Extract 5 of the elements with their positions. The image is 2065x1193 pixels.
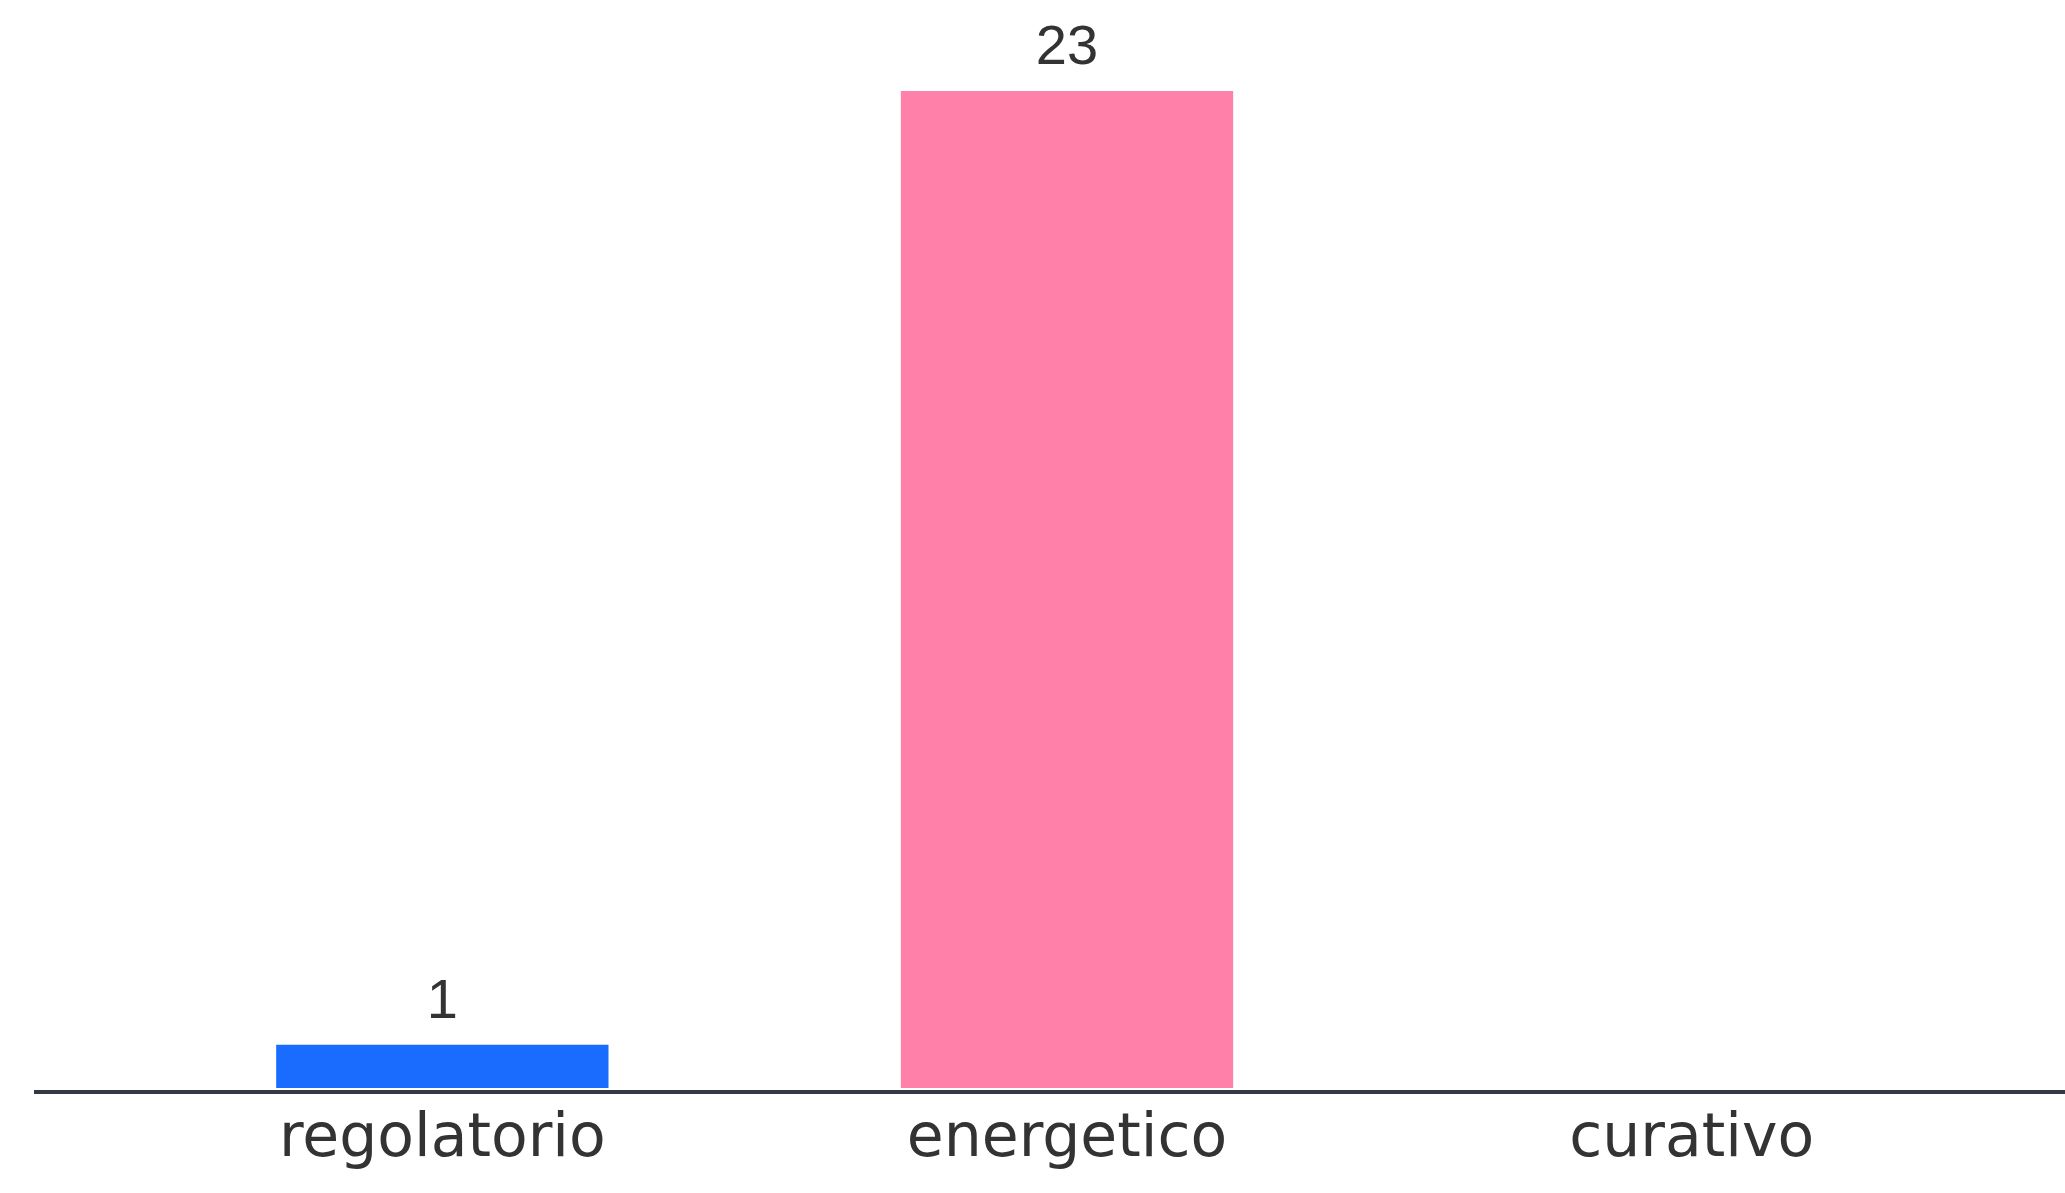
x-tick-label: regolatorio [278,1099,606,1170]
data-label: 1 [426,967,458,1031]
data-label: 23 [1035,13,1099,77]
x-tick-label: energetico [906,1099,1228,1170]
x-tick-label: curativo [1569,1099,1815,1170]
